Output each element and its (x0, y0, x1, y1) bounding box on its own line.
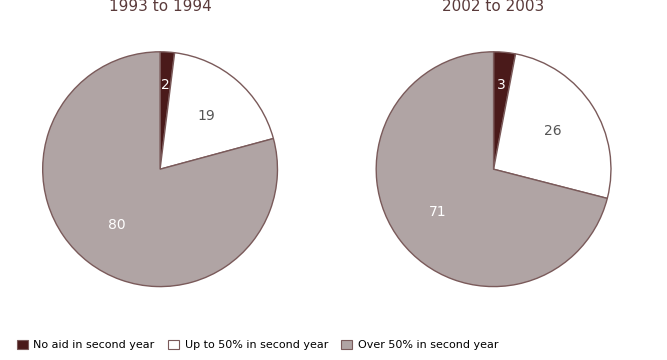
Title: Transition from
2002 to 2003: Transition from 2002 to 2003 (436, 0, 551, 14)
Text: 19: 19 (197, 109, 215, 123)
Text: 80: 80 (109, 218, 126, 232)
Wedge shape (494, 54, 611, 198)
Wedge shape (160, 52, 175, 169)
Wedge shape (376, 52, 607, 287)
Text: 2: 2 (161, 78, 169, 92)
Wedge shape (494, 52, 516, 169)
Wedge shape (43, 52, 277, 287)
Text: 26: 26 (544, 125, 562, 139)
Legend: No aid in second year, Up to 50% in second year, Over 50% in second year: No aid in second year, Up to 50% in seco… (12, 335, 503, 355)
Title: Transition from
1993 to 1994: Transition from 1993 to 1994 (103, 0, 217, 14)
Wedge shape (160, 53, 273, 169)
Text: 3: 3 (497, 78, 506, 92)
Text: 71: 71 (429, 205, 447, 219)
